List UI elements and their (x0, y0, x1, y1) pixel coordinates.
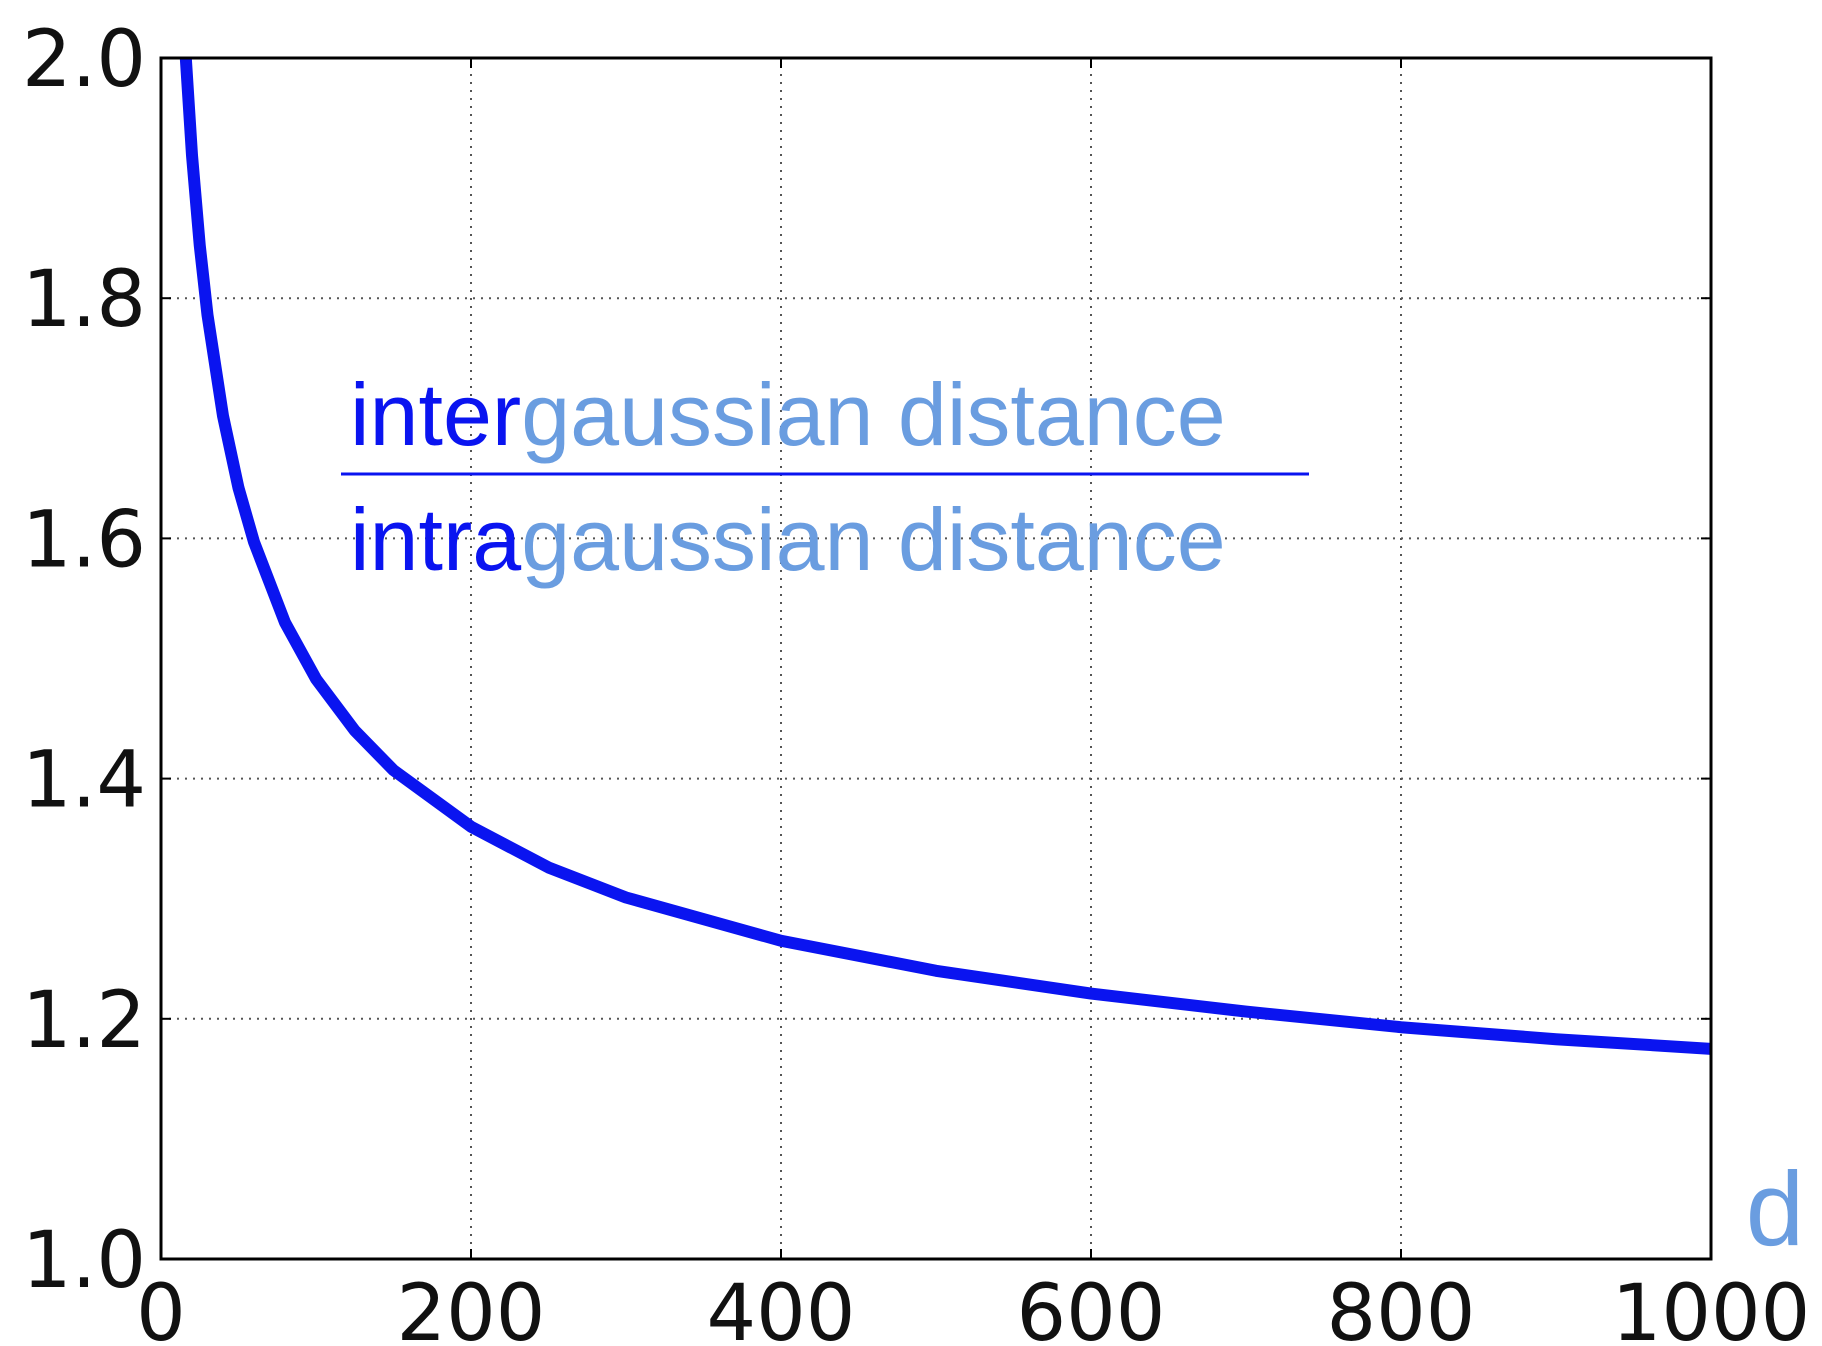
x-tick-label: 800 (1327, 1269, 1476, 1346)
y-tick-label: 1.0 (22, 1216, 146, 1306)
annotation-denominator: intragaussian distance (350, 490, 1226, 589)
x-tick-label: 600 (1017, 1269, 1166, 1346)
annotation-part: gaussian distance (521, 365, 1225, 464)
plot-background (161, 58, 1711, 1259)
x-axis-label: d (1746, 1151, 1804, 1268)
plot-frame (159, 56, 1713, 1261)
x-tick-label: 200 (397, 1269, 546, 1346)
plot-area: 1.0 1.2 1.4 1.6 1.8 2.0 0 200 400 600 800 1000 (22, 15, 1810, 1346)
y-tick-label: 1.6 (22, 495, 146, 585)
x-tick-label: 400 (707, 1269, 856, 1346)
annotation-numerator: intergaussian distance (350, 365, 1226, 464)
data-line (179, 58, 1711, 1055)
x-tick-label: 0 (136, 1269, 186, 1346)
x-tick-label: 1000 (1612, 1269, 1811, 1346)
y-tick-label: 1.2 (22, 976, 146, 1066)
y-tick-label: 2.0 (22, 15, 146, 105)
y-tick-label: 1.4 (22, 736, 146, 826)
annotation-part: inter (350, 365, 521, 464)
annotation-part: gaussian distance (521, 490, 1225, 589)
y-tick-label: 1.8 (22, 255, 146, 345)
annotation-part: intra (350, 490, 521, 589)
